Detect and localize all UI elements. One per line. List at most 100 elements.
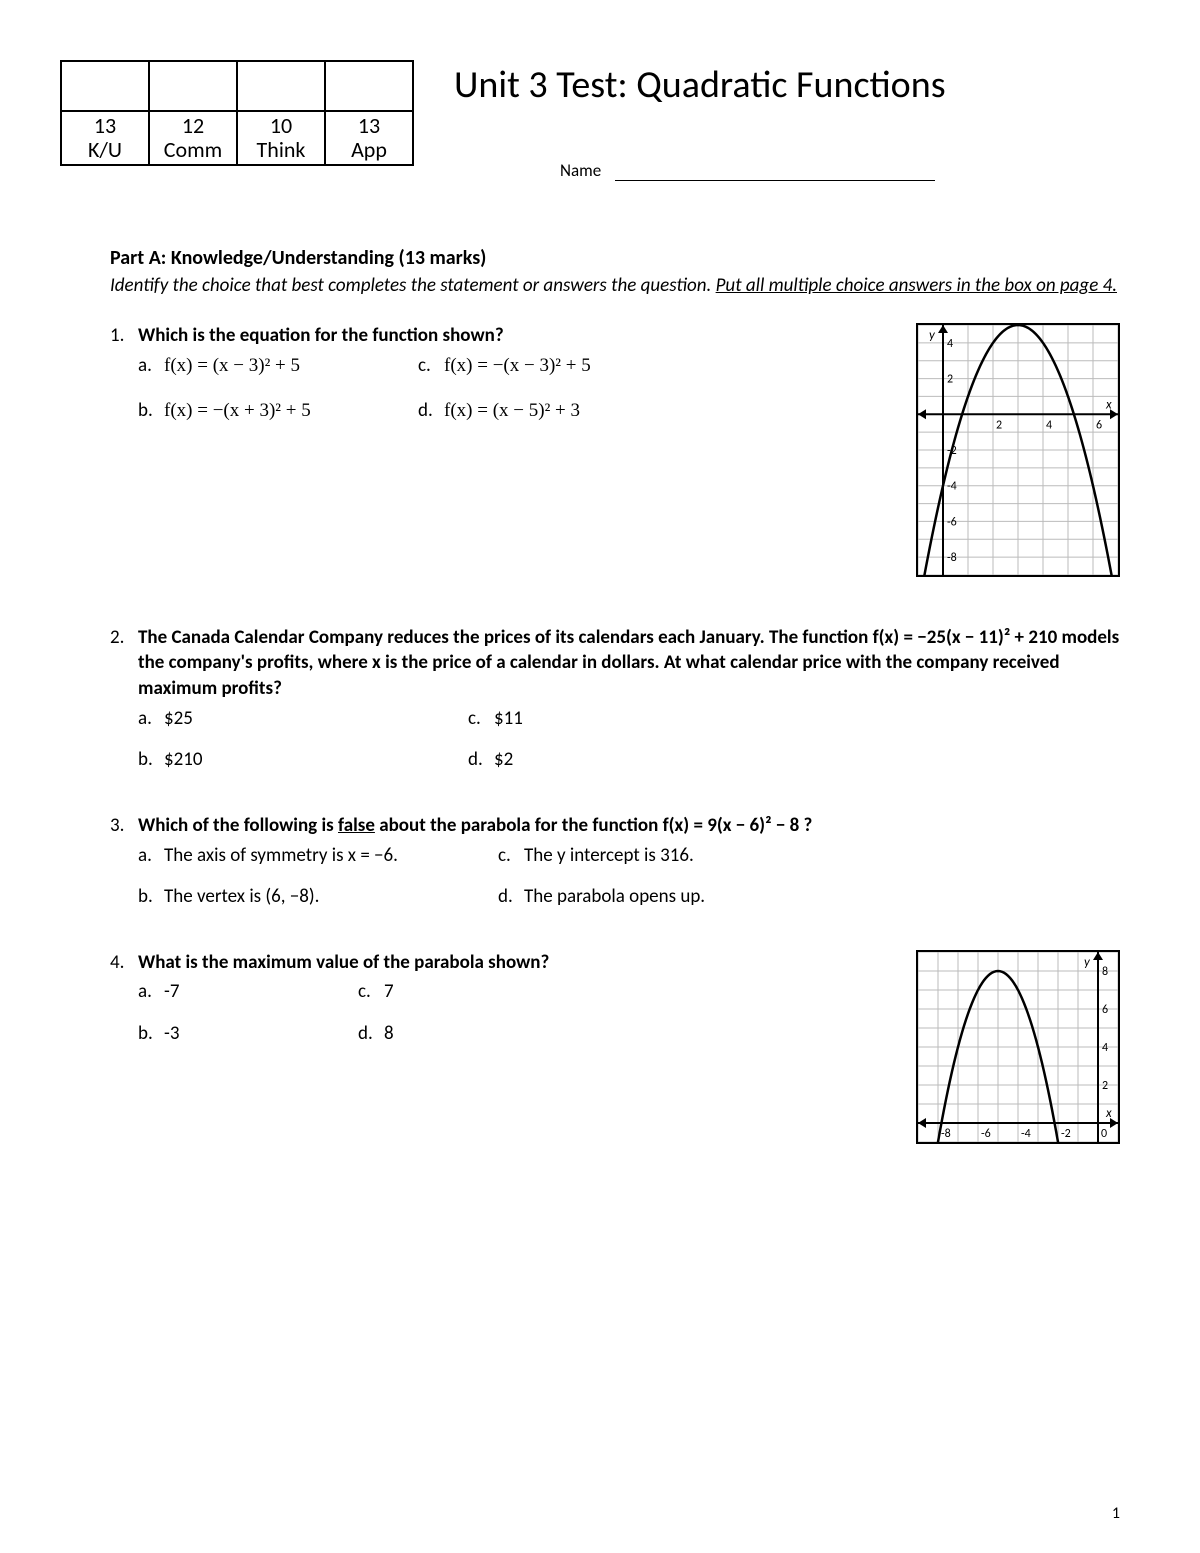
svg-text:-2: -2 (1061, 1127, 1071, 1141)
option-text: f(x) = (x − 5)² + 3 (444, 398, 580, 424)
option-text: f(x) = (x − 3)² + 5 (164, 353, 300, 379)
option-text: $2 (494, 747, 513, 773)
svg-text:0: 0 (1101, 1127, 1107, 1141)
option-label: d. (418, 398, 444, 424)
table-row: 13 K/U 12 Comm 10 Think 13 App (61, 111, 413, 165)
blank-cell (61, 61, 149, 111)
option-label: a. (138, 979, 164, 1005)
option-label: c. (418, 353, 444, 379)
svg-text:-4: -4 (1021, 1127, 1031, 1141)
option-label: d. (498, 884, 524, 910)
q1-graph: 246-8-6-4-224xy (916, 323, 1120, 585)
marks-table: 13 K/U 12 Comm 10 Think 13 App (60, 60, 414, 166)
question-number: 2. (110, 625, 138, 651)
svg-text:6: 6 (1096, 418, 1102, 432)
svg-text:6: 6 (1102, 1003, 1108, 1017)
name-blank-line (615, 180, 935, 181)
instructions-underlined: Put all multiple choice answers in the b… (716, 274, 1117, 297)
svg-text:-6: -6 (981, 1127, 991, 1141)
score-value: 12 (154, 114, 232, 138)
option-label: d. (358, 1021, 384, 1047)
score-value: 10 (242, 114, 320, 138)
option-label: c. (358, 979, 384, 1005)
option-text: f(x) = −(x − 3)² + 5 (444, 353, 591, 379)
score-cell: 13 App (325, 111, 413, 165)
option-text: The parabola opens up. (524, 884, 705, 910)
blank-cell (237, 61, 325, 111)
svg-text:x: x (1105, 397, 1112, 412)
part-a-header: Part A: Knowledge/Understanding (13 mark… (110, 246, 1120, 270)
option-text: $11 (494, 706, 523, 732)
option-text: The y intercept is 316. (524, 843, 694, 869)
score-value: 13 (330, 114, 408, 138)
option-text: 8 (384, 1021, 394, 1047)
question-number: 3. (110, 813, 138, 839)
q3-pre: Which of the following is (138, 814, 338, 837)
score-label: Think (242, 138, 320, 162)
option-text: f(x) = −(x + 3)² + 5 (164, 398, 311, 424)
question-text: The Canada Calendar Company reduces the … (138, 625, 1120, 702)
svg-text:-8: -8 (941, 1127, 951, 1141)
question-1: 1. Which is the equation for the functio… (110, 323, 1120, 585)
score-label: K/U (66, 138, 144, 162)
blank-cell (149, 61, 237, 111)
question-3: 3. Which of the following is false about… (110, 813, 1120, 920)
option-label: b. (138, 398, 164, 424)
svg-text:-4: -4 (947, 480, 957, 494)
option-label: a. (138, 706, 164, 732)
option-label: b. (138, 1021, 164, 1047)
option-label: b. (138, 747, 164, 773)
question-number: 4. (110, 950, 138, 976)
content-area: Part A: Knowledge/Understanding (13 mark… (110, 246, 1120, 1151)
blank-cell (325, 61, 413, 111)
question-4: 4. What is the maximum value of the para… (110, 950, 1120, 1152)
svg-text:y: y (1084, 955, 1091, 970)
page-title: Unit 3 Test: Quadratic Functions (454, 62, 946, 108)
option-label: c. (468, 706, 494, 732)
svg-text:-6: -6 (947, 515, 957, 529)
option-label: a. (138, 843, 164, 869)
svg-text:-8: -8 (947, 551, 957, 565)
instructions-pre: Identify the choice that best completes … (110, 274, 716, 297)
score-label: Comm (154, 138, 232, 162)
question-text: Which of the following is false about th… (138, 813, 1120, 839)
score-value: 13 (66, 114, 144, 138)
page: 13 K/U 12 Comm 10 Think 13 App Unit 3 Te… (0, 0, 1200, 1553)
question-text: What is the maximum value of the parabol… (138, 950, 886, 976)
option-label: b. (138, 884, 164, 910)
option-text: $25 (164, 706, 193, 732)
option-text: -3 (164, 1021, 179, 1047)
option-label: a. (138, 353, 164, 379)
question-number: 1. (110, 323, 138, 349)
table-row (61, 61, 413, 111)
score-label: App (330, 138, 408, 162)
question-2: 2. The Canada Calendar Company reduces t… (110, 625, 1120, 783)
q3-under: false (338, 814, 375, 837)
svg-text:4: 4 (947, 337, 953, 351)
q3-post: about the parabola for the function f(x)… (375, 814, 812, 837)
score-cell: 13 K/U (61, 111, 149, 165)
option-text: $210 (164, 747, 203, 773)
svg-text:y: y (929, 328, 936, 343)
score-cell: 12 Comm (149, 111, 237, 165)
q4-graph: -8 -6 -4 -2 0 2 4 6 8 x y (916, 950, 1120, 1152)
name-field: Name (560, 160, 935, 181)
question-text: Which is the equation for the function s… (138, 323, 886, 349)
option-label: d. (468, 747, 494, 773)
option-text: The vertex is (6, −8). (164, 884, 319, 910)
svg-text:2: 2 (1102, 1079, 1108, 1093)
score-cell: 10 Think (237, 111, 325, 165)
svg-text:4: 4 (1102, 1041, 1108, 1055)
svg-text:2: 2 (996, 418, 1002, 432)
header-row: 13 K/U 12 Comm 10 Think 13 App Unit 3 Te… (70, 60, 1130, 166)
svg-text:8: 8 (1102, 965, 1108, 979)
option-text: -7 (164, 979, 179, 1005)
option-text: 7 (384, 979, 394, 1005)
option-text: The axis of symmetry is x = −6. (164, 843, 398, 869)
svg-text:4: 4 (1046, 418, 1052, 432)
svg-text:2: 2 (947, 373, 953, 387)
name-label: Name (560, 160, 601, 181)
option-label: c. (498, 843, 524, 869)
page-number: 1 (1112, 1504, 1120, 1523)
svg-text:x: x (1105, 1106, 1112, 1121)
